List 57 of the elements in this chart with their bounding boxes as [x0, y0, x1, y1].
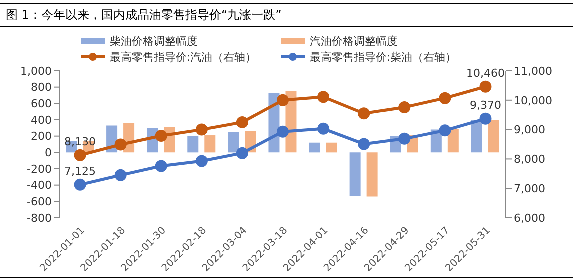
bar	[448, 128, 459, 153]
y-tick-label: 200	[31, 130, 52, 144]
data-label: 10,460	[466, 66, 505, 80]
data-label: 8,130	[64, 135, 96, 148]
y-tick-label: 1,000	[20, 64, 52, 78]
legend-label: 汽油价格调整幅度	[310, 34, 398, 48]
y2-tick-label: 7,000	[514, 182, 546, 196]
y2-tick-label: 9,000	[514, 124, 546, 137]
point	[318, 91, 330, 104]
legend-label: 最高零售指导价:汽油（右轴）	[110, 50, 257, 64]
y-tick-label: -400	[27, 179, 52, 192]
point	[236, 147, 248, 160]
bar	[228, 132, 240, 153]
point	[398, 101, 411, 114]
y-tick-label: 800	[31, 81, 52, 94]
bar	[488, 120, 500, 153]
point	[439, 92, 452, 104]
point	[277, 94, 289, 106]
point	[155, 160, 168, 172]
legend-label: 柴油价格调整幅度	[110, 34, 198, 48]
point	[398, 132, 411, 145]
point	[277, 126, 289, 138]
point	[480, 112, 492, 125]
point	[358, 138, 370, 150]
bar	[309, 142, 320, 153]
y2-tick-label: 6,000	[514, 212, 546, 225]
point	[114, 169, 127, 182]
point	[196, 155, 208, 168]
point	[74, 178, 86, 191]
point	[196, 124, 208, 136]
bar	[350, 152, 361, 196]
point	[236, 116, 248, 128]
bar	[326, 142, 338, 153]
point	[114, 138, 127, 151]
y-tick-label: 400	[31, 114, 52, 127]
point	[480, 80, 492, 93]
y-tick-label: 0	[45, 146, 52, 160]
point	[439, 124, 452, 137]
y-tick-label: 600	[31, 98, 52, 111]
y-tick-label: -600	[27, 196, 52, 209]
point	[358, 108, 370, 120]
legend-label: 最高零售指导价:柴油（右轴）	[310, 50, 457, 64]
point	[155, 130, 168, 142]
y-tick-label: -200	[27, 162, 52, 176]
bar	[188, 136, 199, 153]
y2-tick-label: 10,000	[514, 94, 552, 108]
point	[318, 122, 330, 135]
point	[74, 149, 86, 162]
bar	[366, 152, 378, 197]
y-tick-label: -800	[27, 212, 52, 225]
bar	[204, 136, 216, 153]
y2-tick-label: 11,000	[514, 64, 552, 78]
bar	[471, 120, 482, 153]
chart-title: 图 1：今年以来，国内成品油零售指导价“九涨一跌”	[6, 8, 282, 22]
y2-tick-label: 8,000	[514, 153, 546, 166]
data-label: 7,125	[64, 164, 96, 178]
data-label: 9,370	[470, 98, 502, 112]
